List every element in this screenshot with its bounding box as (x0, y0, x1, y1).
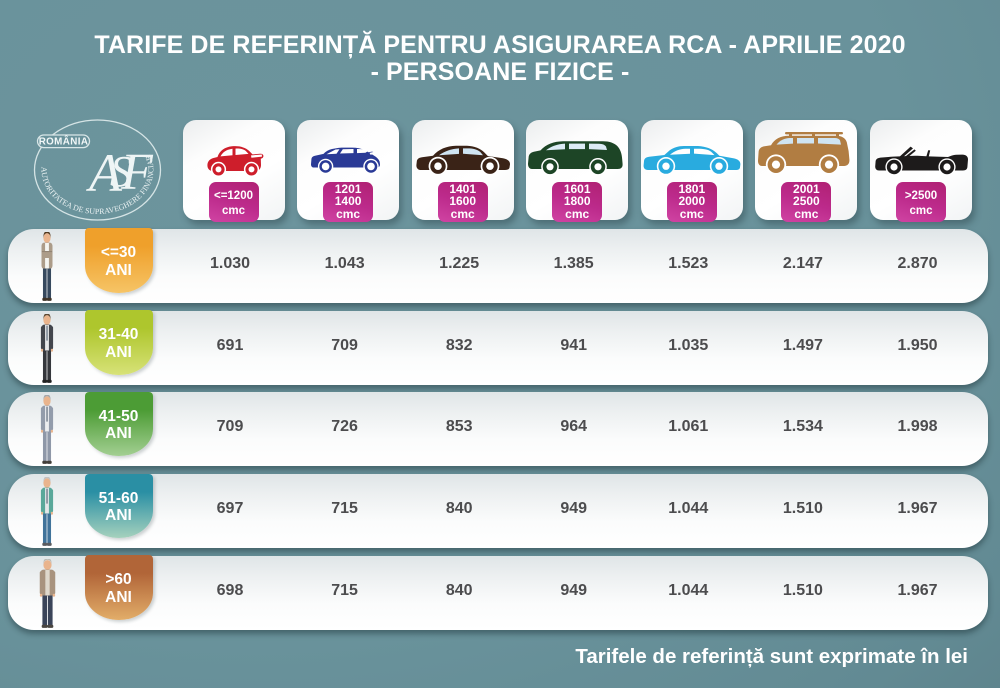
svg-text:S: S (110, 147, 132, 196)
svg-text:ROMÂNIA: ROMÂNIA (39, 136, 89, 148)
svg-text:A: A (86, 143, 123, 203)
svg-text:F: F (120, 144, 154, 201)
